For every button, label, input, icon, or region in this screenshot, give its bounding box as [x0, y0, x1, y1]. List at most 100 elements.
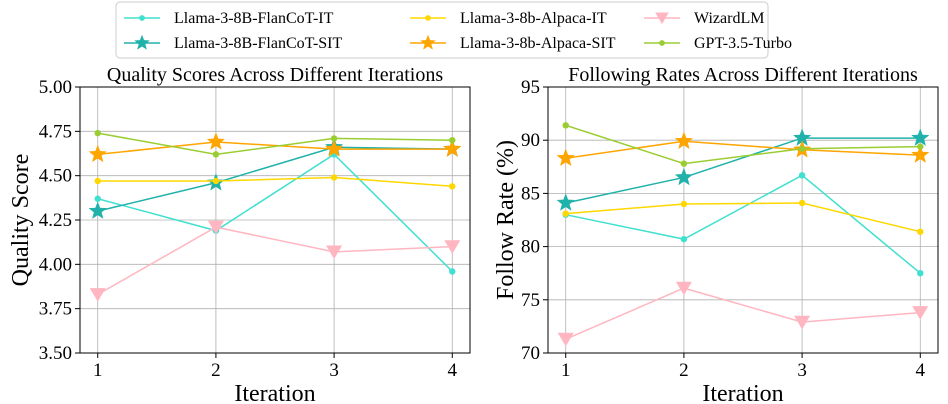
data-point	[330, 135, 338, 142]
data-point	[917, 270, 924, 277]
legend-label: Llama-3-8B-FlanCoT-IT	[174, 10, 334, 27]
data-point	[911, 145, 930, 163]
data-point	[556, 193, 575, 211]
data-point	[917, 228, 924, 235]
series-line	[565, 174, 921, 274]
series-gpt-3-5-turbo	[94, 129, 456, 158]
series-llama-3-8b-flancot-sit	[88, 137, 462, 219]
x-tick-label: 1	[93, 360, 103, 381]
x-tick-label: 1	[561, 360, 571, 381]
data-point	[562, 210, 569, 217]
data-point	[324, 139, 344, 157]
chart-legend: Llama-3-8B-FlanCoT-IT Llama-3-8B-FlanCoT-…	[115, 1, 792, 59]
series-llama-3-8b-alpaca-sit	[88, 132, 462, 163]
x-axis-label: Iteration	[702, 381, 783, 404]
legend-entry: Llama-3-8B-FlanCoT-SIT	[124, 34, 343, 52]
y-tick-label: 75	[521, 290, 540, 311]
y-axis-label: Follow Rate (%)	[493, 140, 519, 300]
data-point	[798, 145, 806, 152]
legend-marker	[659, 40, 665, 46]
data-point	[212, 151, 220, 158]
data-point	[794, 315, 811, 330]
y-tick-label: 4.75	[39, 121, 72, 142]
x-tick-label: 3	[329, 360, 339, 381]
data-point	[449, 183, 456, 190]
series-line	[97, 146, 453, 212]
series-line	[97, 141, 453, 156]
y-axis-label: Quality Score	[8, 154, 34, 287]
y-tick-label: 5.00	[39, 77, 72, 98]
x-tick-label: 2	[679, 360, 689, 381]
data-point	[798, 172, 806, 179]
data-point	[330, 174, 338, 181]
series-llama-3-8b-flancot-it	[94, 151, 456, 275]
legend-marker	[139, 15, 145, 21]
follow-rate-chart: 1 2 3 4 70 75 80 85 90 95 Following Rates Across D…	[493, 64, 939, 404]
data-point	[912, 306, 929, 320]
data-point	[557, 332, 574, 347]
data-point	[556, 148, 575, 167]
y-tick-label: 95	[521, 77, 540, 98]
data-point	[675, 281, 692, 296]
series-line	[97, 176, 453, 188]
legend-label: Llama-3-8b-Alpaca-IT	[460, 10, 607, 27]
data-point	[798, 199, 806, 207]
series-line	[565, 137, 921, 204]
data-point	[680, 235, 688, 243]
legend-label: GPT-3.5-Turbo	[694, 35, 792, 52]
legend-marker	[420, 34, 436, 50]
legend-entry: Llama-3-8B-FlanCoT-IT	[124, 10, 334, 27]
data-point	[911, 128, 930, 146]
data-point	[680, 160, 688, 167]
data-point	[94, 177, 101, 185]
data-point	[206, 132, 226, 150]
legend-marker	[655, 12, 669, 25]
data-point	[449, 268, 456, 275]
legend-entry: GPT-3.5-Turbo	[644, 35, 792, 52]
legend-entry: Llama-3-8b-Alpaca-IT	[410, 10, 607, 27]
y-tick-label: 70	[521, 343, 540, 364]
series-llama-3-8b-flancot-sit	[556, 128, 930, 211]
x-tick-label: 4	[448, 360, 458, 381]
x-tick-label: 2	[211, 360, 221, 381]
legend-label: Llama-3-8B-FlanCoT-SIT	[174, 35, 343, 52]
x-tick-label: 3	[797, 360, 807, 381]
series-line	[97, 153, 453, 272]
series-gpt-3-5-turbo	[562, 122, 924, 167]
series-line	[565, 287, 921, 340]
series-llama-3-8b-alpaca-it	[94, 174, 456, 190]
legend-label: Llama-3-8b-Alpaca-SIT	[460, 35, 616, 52]
series-llama-3-8b-alpaca-sit	[556, 131, 930, 167]
data-point	[207, 220, 224, 235]
data-point	[212, 177, 220, 185]
series-wizardlm	[557, 281, 929, 347]
y-tick-label: 85	[521, 183, 540, 204]
series-wizardlm	[89, 220, 461, 302]
data-point	[88, 144, 107, 163]
series-line	[565, 202, 921, 233]
data-point	[94, 129, 101, 137]
legend-frame	[115, 1, 769, 59]
data-point	[449, 137, 456, 144]
chart-title: Following Rates Across Different Iterati…	[568, 64, 918, 86]
y-tick-label: 90	[521, 130, 540, 151]
y-tick-label: 3.75	[39, 299, 72, 320]
legend-marker	[425, 15, 431, 21]
y-tick-label: 3.50	[39, 343, 72, 364]
y-tick-label: 4.25	[39, 210, 72, 231]
data-point	[88, 201, 107, 219]
legend-entry: Llama-3-8b-Alpaca-SIT	[410, 34, 616, 52]
x-tick-label: 4	[916, 360, 926, 381]
series-llama-3-8b-alpaca-it	[562, 199, 924, 235]
data-point	[680, 200, 688, 208]
data-point	[94, 195, 101, 202]
plot-frame	[547, 86, 939, 354]
data-point	[89, 288, 106, 302]
series-line	[97, 226, 453, 296]
series-line	[565, 140, 921, 160]
quality-score-chart: 1 2 3 4 3.50 3.75 4.00 4.25 4.50 4.75 5.00 Quality …	[8, 64, 471, 404]
data-point	[674, 167, 694, 186]
data-point	[917, 143, 924, 150]
legend-entry: WizardLM	[644, 10, 764, 27]
